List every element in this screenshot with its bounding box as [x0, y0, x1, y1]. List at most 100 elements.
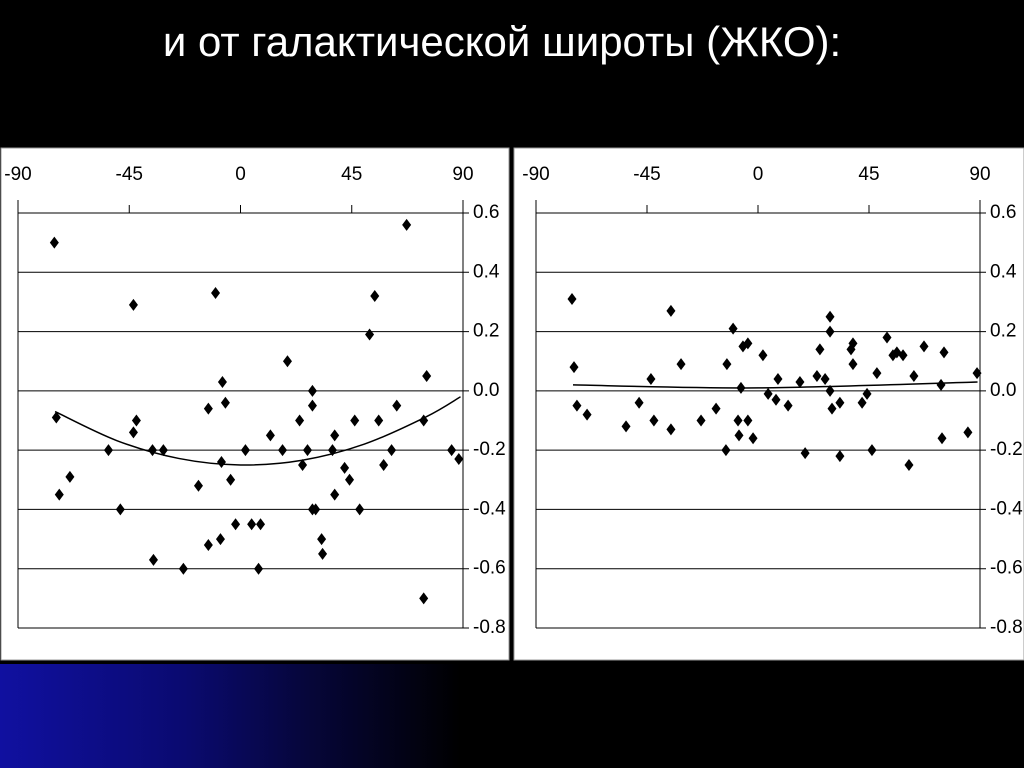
data-point: [882, 331, 892, 344]
x-tick-label: -45: [633, 164, 660, 185]
data-point: [812, 370, 822, 383]
data-point: [773, 373, 783, 385]
x-tick-label: 45: [341, 164, 362, 185]
data-point: [217, 375, 227, 388]
data-point: [825, 384, 835, 397]
x-tick-label: 90: [452, 164, 473, 185]
trend-line: [572, 381, 978, 389]
slide-title: и от галактической широты (ЖКО):: [162, 18, 842, 65]
data-point: [748, 432, 758, 445]
data-point: [743, 414, 753, 427]
x-tick-label: -90: [522, 164, 549, 185]
data-point: [311, 503, 321, 516]
data-point: [65, 470, 75, 483]
data-point: [783, 399, 793, 412]
y-tick-label: 0.6: [473, 202, 499, 223]
data-point: [115, 503, 125, 516]
y-tick-label: -0.6: [473, 558, 506, 579]
y-tick-label: -0.4: [990, 498, 1023, 519]
data-point: [193, 479, 203, 492]
data-point: [572, 399, 582, 412]
x-tick-label: -90: [4, 164, 31, 185]
y-tick-label: -0.8: [990, 617, 1023, 638]
chart-panel: [513, 147, 1024, 661]
data-point: [963, 426, 973, 439]
data-point: [835, 450, 845, 463]
data-point: [379, 458, 389, 471]
data-point: [771, 393, 781, 406]
data-point: [743, 337, 753, 350]
data-point: [402, 218, 412, 231]
y-tick-label: -0.6: [990, 558, 1023, 579]
data-point: [676, 358, 686, 371]
y-tick-label: 0.2: [990, 321, 1016, 342]
data-point: [340, 461, 350, 474]
data-point: [937, 432, 947, 445]
data-point: [569, 361, 579, 374]
y-tick-label: 0.4: [990, 261, 1017, 282]
data-point: [330, 429, 340, 442]
chart-panel: [0, 147, 510, 661]
data-point: [827, 402, 837, 415]
data-point: [247, 518, 257, 531]
decoration: [0, 664, 1024, 768]
data-point: [345, 473, 355, 486]
data-point: [848, 337, 858, 350]
data-point: [758, 349, 768, 362]
data-point: [256, 518, 266, 531]
data-point: [795, 375, 805, 388]
data-point: [131, 414, 141, 427]
x-tick-label: 0: [753, 164, 764, 185]
y-tick-label: -0.8: [473, 617, 506, 638]
data-point: [898, 349, 908, 362]
data-point: [158, 444, 168, 457]
data-point: [178, 562, 188, 575]
data-point: [857, 396, 867, 409]
data-point: [872, 367, 882, 380]
data-point: [355, 503, 365, 516]
data-point: [763, 387, 773, 400]
data-point: [909, 370, 919, 383]
y-tick-label: 0.4: [473, 261, 500, 282]
y-tick-label: -0.2: [990, 439, 1023, 460]
data-point: [307, 384, 317, 397]
data-point: [318, 547, 328, 560]
data-point: [972, 367, 982, 380]
data-point: [422, 370, 432, 383]
data-point: [392, 399, 402, 412]
data-point: [634, 396, 644, 409]
data-point: [54, 488, 64, 501]
data-point: [240, 444, 250, 457]
x-tick-label: 0: [235, 164, 246, 185]
data-point: [862, 387, 872, 400]
data-point: [919, 340, 929, 353]
data-point: [696, 414, 706, 427]
data-point: [374, 414, 384, 427]
data-point: [265, 429, 275, 442]
data-point: [454, 453, 464, 466]
data-point: [733, 414, 743, 427]
data-point: [330, 488, 340, 501]
data-point: [904, 458, 914, 471]
y-tick-label: -0.4: [473, 498, 506, 519]
data-point: [734, 429, 744, 442]
data-point: [49, 236, 59, 249]
data-point: [220, 396, 230, 409]
data-point: [848, 358, 858, 371]
data-point: [231, 518, 241, 531]
data-point: [298, 458, 308, 471]
data-point: [278, 444, 288, 457]
data-point: [820, 373, 830, 385]
data-point: [103, 444, 113, 457]
data-point: [567, 292, 577, 305]
data-point: [295, 414, 305, 427]
data-point: [148, 553, 158, 566]
data-point: [646, 373, 656, 385]
data-point: [867, 444, 877, 457]
data-point: [302, 444, 312, 457]
y-tick-label: -0.2: [473, 439, 506, 460]
data-point: [711, 402, 721, 415]
data-point: [211, 287, 221, 300]
